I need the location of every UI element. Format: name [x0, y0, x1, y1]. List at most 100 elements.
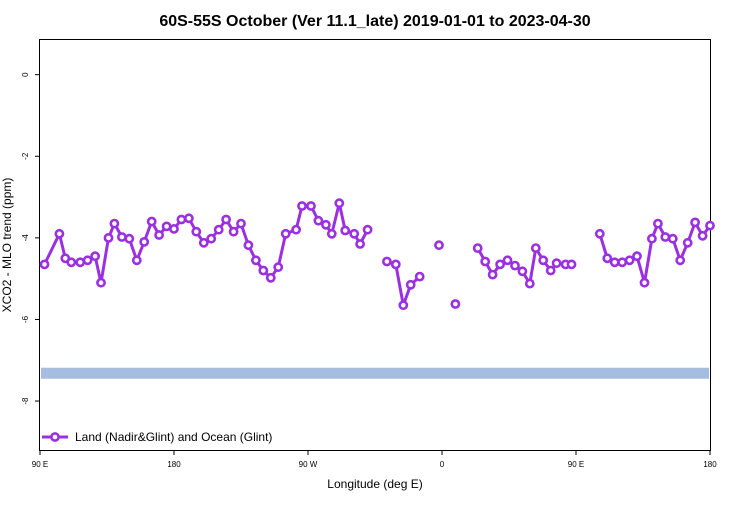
data-point	[480, 256, 491, 267]
data-point	[487, 269, 498, 280]
x-tick-label: 0	[440, 460, 445, 469]
y-tick-label: -6	[21, 315, 30, 323]
data-point	[191, 226, 202, 237]
data-point	[198, 237, 209, 248]
chart-title: 60S-55S October (Ver 11.1_late) 2019-01-…	[159, 13, 590, 30]
data-point	[617, 257, 628, 268]
data-point	[705, 220, 715, 231]
data-point	[236, 218, 246, 229]
data-point	[624, 255, 635, 266]
data-point	[206, 233, 217, 244]
data-point	[434, 240, 444, 251]
legend-entry-label: Land (Nadir&Glint) and Ocean (Glint)	[75, 430, 272, 444]
data-point	[297, 201, 307, 211]
data-point	[131, 255, 142, 266]
data-point	[176, 214, 187, 225]
data-point	[524, 278, 535, 289]
x-tick-label: 90 W	[299, 460, 318, 469]
data-point	[510, 260, 520, 271]
data-point	[117, 232, 127, 242]
data-point	[273, 262, 284, 273]
x-tick-label: 90 E	[568, 460, 584, 469]
data-point	[291, 224, 301, 235]
data-point	[602, 253, 613, 264]
data-point	[639, 277, 650, 288]
data-point	[124, 233, 135, 244]
data-point	[258, 265, 269, 276]
data-point	[594, 228, 605, 239]
data-point	[398, 300, 409, 311]
plot-area	[39, 39, 715, 451]
data-point	[334, 198, 345, 209]
data-point	[653, 218, 663, 229]
data-point	[82, 255, 93, 266]
data-point	[39, 259, 50, 270]
data-point	[355, 239, 365, 249]
data-point	[472, 243, 483, 253]
data-point	[697, 230, 708, 241]
data-point	[139, 236, 150, 247]
data-point	[566, 259, 577, 270]
plot-frame	[39, 39, 711, 451]
data-point	[660, 232, 671, 242]
x-axis: 90 E 180 90 W 0 90 E 180	[32, 450, 717, 469]
data-point	[169, 223, 179, 234]
data-point	[96, 277, 106, 288]
data-point	[609, 257, 620, 268]
data-point	[405, 279, 416, 290]
series-layer	[39, 198, 715, 311]
data-point	[667, 233, 678, 244]
x-tick-label: 90 E	[32, 460, 48, 469]
data-point	[243, 240, 254, 251]
y-tick-label: 0	[21, 72, 30, 77]
y-tick-label: -4	[21, 234, 30, 242]
data-point	[326, 228, 337, 239]
data-point	[690, 217, 700, 228]
legend-marker-swatch	[50, 432, 60, 442]
data-point	[502, 255, 513, 266]
data-point	[450, 299, 461, 309]
data-point	[414, 271, 425, 282]
data-point	[675, 255, 686, 266]
data-point	[313, 215, 324, 226]
data-point	[221, 214, 231, 225]
data-point	[306, 201, 316, 211]
data-point	[54, 228, 65, 239]
data-point	[517, 266, 528, 277]
data-point	[213, 224, 224, 235]
data-point	[682, 237, 693, 248]
data-point	[75, 257, 86, 268]
data-point	[90, 251, 100, 262]
data-point	[538, 255, 549, 266]
data-point	[349, 228, 360, 239]
data-point	[551, 258, 562, 269]
series-line	[598, 220, 712, 285]
data-point	[530, 243, 541, 253]
data-point	[109, 218, 120, 229]
y-tick-label: -2	[21, 152, 30, 160]
data-point	[103, 232, 114, 243]
y-axis-label: XCO2 - MLO trend (ppm)	[0, 178, 14, 313]
data-point	[154, 230, 164, 240]
data-point	[265, 272, 276, 283]
data-point	[340, 225, 351, 236]
data-point	[647, 233, 657, 244]
data-point	[280, 228, 291, 239]
data-point	[66, 257, 77, 268]
data-point	[545, 265, 556, 276]
legend: Land (Nadir&Glint) and Ocean (Glint)	[42, 430, 272, 444]
data-point	[390, 259, 401, 270]
data-point	[183, 213, 194, 224]
x-axis-label: Longitude (deg E)	[327, 477, 422, 491]
data-point	[495, 259, 505, 270]
data-point	[146, 216, 157, 227]
data-point	[228, 226, 239, 237]
x-tick-label: 180	[703, 460, 717, 469]
data-point	[320, 219, 331, 230]
x-tick-label: 180	[167, 460, 181, 469]
data-point	[362, 224, 373, 235]
data-point	[250, 255, 261, 266]
data-point	[381, 256, 392, 267]
y-tick-label: -8	[21, 397, 30, 405]
